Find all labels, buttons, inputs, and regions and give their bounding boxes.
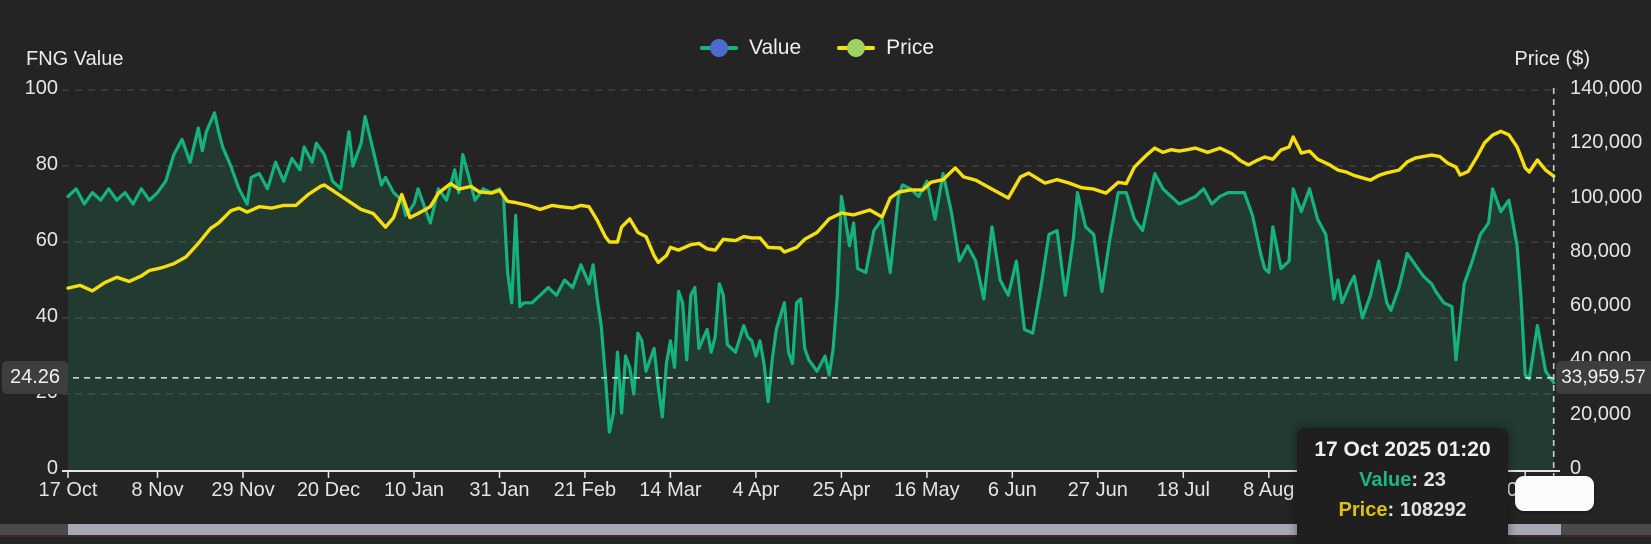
right-axis-title: Price ($) bbox=[1514, 48, 1590, 70]
tooltip-price-row: Price: 108292 bbox=[1297, 499, 1508, 522]
y-axis-right-label: 100,000 bbox=[1570, 185, 1643, 208]
y-axis-right-label: 0 bbox=[1570, 457, 1582, 479]
crosshair-left-value-badge: 24.26 bbox=[2, 361, 68, 395]
y-axis-right-label: 20,000 bbox=[1570, 402, 1632, 425]
x-axis-label: 8 Aug bbox=[1243, 479, 1295, 501]
x-axis-label: 10 Jan bbox=[383, 479, 445, 501]
y-axis-right-label: 80,000 bbox=[1570, 239, 1632, 262]
price-legend-line-icon bbox=[837, 39, 876, 57]
tooltip-price-label: Price bbox=[1338, 499, 1388, 521]
tooltip-price-number: 108292 bbox=[1399, 499, 1467, 521]
datazoom-slider-handle[interactable] bbox=[1515, 476, 1594, 511]
value-line bbox=[66, 111, 1556, 434]
left-axis-title: FNG Value bbox=[26, 48, 124, 70]
legend: Value Price bbox=[700, 36, 934, 60]
value-legend-line-icon bbox=[700, 39, 738, 57]
price-line bbox=[66, 129, 1556, 293]
crosshair-right-value-badge: 33,959.57 bbox=[1556, 361, 1651, 395]
tooltip-value-number: 23 bbox=[1423, 469, 1446, 491]
x-axis-label: 25 Apr bbox=[812, 479, 871, 501]
value-area bbox=[68, 112, 1554, 471]
tooltip-separator: : bbox=[1411, 469, 1424, 491]
x-axis-label: 18 Jul bbox=[1156, 479, 1210, 501]
x-axis-label: 21 Feb bbox=[553, 479, 617, 501]
chart-tooltip: 17 Oct 2025 01:20 Value: 23 Price: 10829… bbox=[1297, 428, 1508, 544]
tooltip-value-label: Value bbox=[1359, 469, 1412, 491]
y-axis-left-label: 40 bbox=[35, 305, 58, 327]
value-legend-dot-icon bbox=[710, 39, 728, 57]
y-axis-left-label: 80 bbox=[35, 153, 58, 175]
tooltip-value-row: Value: 23 bbox=[1297, 469, 1508, 492]
y-axis-left-label: 60 bbox=[35, 229, 58, 251]
x-axis-label: 16 May bbox=[894, 479, 960, 501]
bottom-edge-strip bbox=[0, 535, 1651, 537]
legend-label-value: Value bbox=[749, 36, 802, 59]
y-axis-left-label: 100 bbox=[24, 77, 58, 99]
x-axis-label: 20 Dec bbox=[296, 479, 361, 501]
scrollbar-thumb[interactable] bbox=[68, 524, 1561, 535]
x-axis-label: 4 Apr bbox=[732, 479, 780, 501]
y-axis-right-label: 120,000 bbox=[1570, 131, 1643, 154]
x-axis-label: 14 Mar bbox=[639, 479, 702, 501]
legend-item-price[interactable]: Price bbox=[837, 36, 934, 60]
horizontal-scrollbar[interactable] bbox=[0, 524, 1651, 535]
tooltip-date: 17 Oct 2025 01:20 bbox=[1314, 438, 1491, 461]
x-axis-label: 6 Jun bbox=[987, 479, 1037, 501]
tooltip-separator: : bbox=[1387, 499, 1400, 521]
legend-label-price: Price bbox=[886, 36, 935, 59]
y-axis-left-label: 0 bbox=[46, 457, 58, 479]
x-axis-label: 8 Nov bbox=[131, 479, 184, 501]
x-axis-label: 29 Nov bbox=[211, 479, 275, 501]
y-axis-right-label: 60,000 bbox=[1570, 294, 1632, 317]
legend-item-value[interactable]: Value bbox=[700, 36, 801, 60]
x-axis-label: 17 Oct bbox=[38, 479, 98, 501]
price-legend-dot-icon bbox=[847, 39, 866, 57]
y-axis-right-label: 140,000 bbox=[1570, 77, 1643, 99]
x-axis-label: 31 Jan bbox=[469, 479, 530, 501]
x-axis-label: 27 Jun bbox=[1067, 479, 1128, 501]
